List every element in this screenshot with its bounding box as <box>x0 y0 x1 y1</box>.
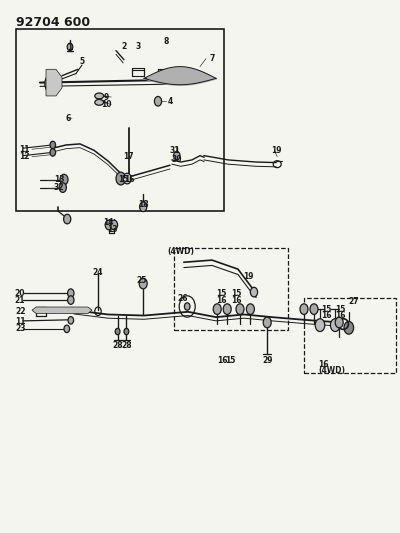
Text: 5: 5 <box>80 57 84 66</box>
Circle shape <box>50 149 56 156</box>
Text: 11: 11 <box>19 145 29 154</box>
Text: 22: 22 <box>16 308 26 316</box>
Circle shape <box>67 43 73 51</box>
Circle shape <box>140 202 147 212</box>
Circle shape <box>335 317 343 328</box>
Circle shape <box>236 304 244 314</box>
Text: 16: 16 <box>231 296 241 305</box>
Text: 16: 16 <box>216 296 227 305</box>
Circle shape <box>68 317 74 324</box>
Text: 28: 28 <box>112 341 123 350</box>
Text: 19: 19 <box>271 146 281 155</box>
Text: 21: 21 <box>15 296 25 304</box>
Text: 9: 9 <box>103 93 109 101</box>
Circle shape <box>64 325 70 333</box>
Ellipse shape <box>95 93 104 99</box>
Text: 16: 16 <box>335 311 345 320</box>
Bar <box>16 29 224 211</box>
Bar <box>174 248 288 330</box>
Circle shape <box>250 287 258 297</box>
Circle shape <box>330 319 340 332</box>
Circle shape <box>59 183 66 192</box>
Text: 11: 11 <box>16 317 26 326</box>
Text: 15: 15 <box>118 175 128 184</box>
Circle shape <box>213 304 221 314</box>
Text: 19: 19 <box>243 272 253 280</box>
Text: 10: 10 <box>101 100 111 109</box>
Text: 8: 8 <box>163 37 169 46</box>
Text: 6: 6 <box>65 114 71 123</box>
Text: 92704 600: 92704 600 <box>16 16 90 29</box>
Circle shape <box>263 317 271 328</box>
Text: 25: 25 <box>137 276 147 285</box>
Circle shape <box>123 173 131 184</box>
Text: 16: 16 <box>318 360 328 369</box>
Text: 18: 18 <box>138 200 148 209</box>
Text: (4WD): (4WD) <box>318 367 346 375</box>
Polygon shape <box>32 307 92 313</box>
Circle shape <box>174 151 180 160</box>
Circle shape <box>64 214 71 224</box>
Text: 13: 13 <box>108 225 118 233</box>
Text: 24: 24 <box>93 269 103 277</box>
Text: 16: 16 <box>217 356 227 365</box>
Text: 23: 23 <box>16 325 26 333</box>
Text: 30: 30 <box>172 156 182 164</box>
Text: 27: 27 <box>348 297 359 305</box>
Circle shape <box>60 174 68 185</box>
Text: 31: 31 <box>170 146 180 155</box>
Text: 15: 15 <box>225 356 236 365</box>
Circle shape <box>50 141 56 149</box>
Text: 2: 2 <box>121 42 127 51</box>
Text: (4WD): (4WD) <box>167 247 194 256</box>
Circle shape <box>116 172 126 185</box>
Text: 12: 12 <box>19 152 29 161</box>
Polygon shape <box>46 69 62 96</box>
Text: 14: 14 <box>103 219 113 227</box>
Text: 4: 4 <box>167 97 173 106</box>
Circle shape <box>68 289 74 297</box>
Circle shape <box>223 304 231 314</box>
Text: 3: 3 <box>135 42 141 51</box>
Text: 29: 29 <box>262 356 272 365</box>
Text: 15: 15 <box>216 289 227 297</box>
Text: 15: 15 <box>321 305 332 313</box>
Circle shape <box>105 220 112 230</box>
Text: 17: 17 <box>124 152 134 161</box>
Circle shape <box>124 328 129 335</box>
Text: 26: 26 <box>177 294 188 303</box>
Bar <box>304 298 396 373</box>
Circle shape <box>110 220 118 230</box>
Text: 16: 16 <box>124 175 134 184</box>
Circle shape <box>154 96 162 106</box>
Ellipse shape <box>95 99 104 105</box>
Circle shape <box>45 74 59 93</box>
Text: 28: 28 <box>121 341 132 350</box>
Circle shape <box>300 304 308 314</box>
Text: 1: 1 <box>67 44 73 52</box>
Circle shape <box>68 296 74 304</box>
Circle shape <box>139 278 147 289</box>
Circle shape <box>48 79 56 88</box>
Circle shape <box>246 304 254 314</box>
Circle shape <box>115 328 120 335</box>
Text: 20: 20 <box>15 289 25 297</box>
Text: 15: 15 <box>335 305 345 313</box>
Text: 13: 13 <box>54 175 64 184</box>
Circle shape <box>310 304 318 314</box>
Text: 32: 32 <box>54 183 64 192</box>
Circle shape <box>184 303 190 310</box>
Circle shape <box>315 319 325 332</box>
Text: 15: 15 <box>231 289 241 297</box>
Text: 7: 7 <box>209 54 215 63</box>
Text: 16: 16 <box>321 311 332 320</box>
Circle shape <box>344 321 354 334</box>
